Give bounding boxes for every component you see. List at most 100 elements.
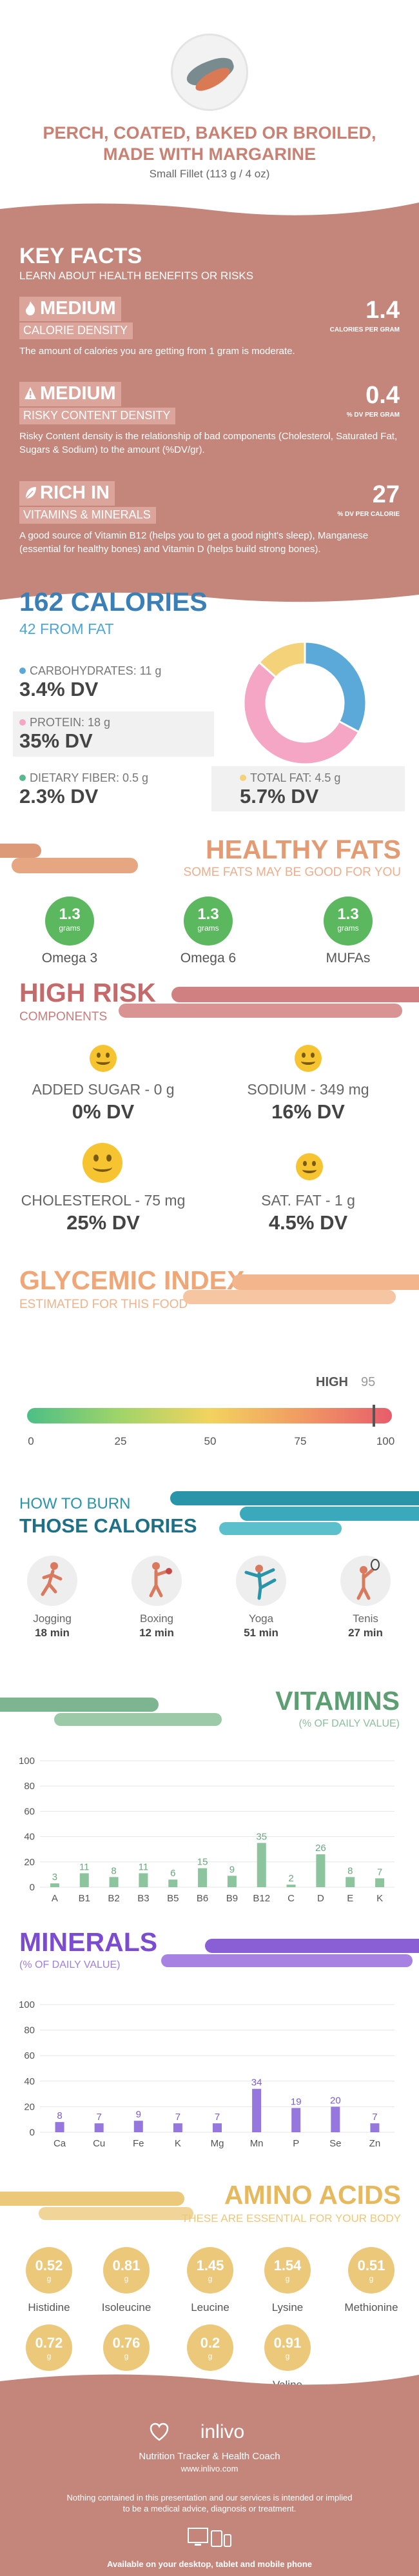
minerals-bar-1 bbox=[205, 1939, 419, 1953]
leaf-icon bbox=[25, 487, 36, 499]
food-title: PERCH, COATED, BAKED OR BROILED, MADE WI… bbox=[43, 123, 376, 164]
gi-scale-bar bbox=[27, 1408, 392, 1423]
mineral-category-p: P bbox=[293, 2138, 299, 2149]
amino-circle-histidine: 0.52 g bbox=[26, 2247, 72, 2294]
amino-value: 0.51 bbox=[357, 2257, 385, 2274]
tennis-min: 27 min bbox=[348, 1627, 383, 1639]
calorie-density-value: 1.4 bbox=[365, 297, 400, 324]
sodium-dv: 16% DV bbox=[271, 1100, 345, 1123]
fat-dv: 5.7% DV bbox=[240, 785, 319, 807]
footer-wave bbox=[0, 2374, 419, 2392]
vitamin-category-e: E bbox=[347, 1893, 353, 1904]
risky-density-name: RISKY CONTENT DENSITY bbox=[23, 409, 171, 422]
added-sugar-label: ADDED SUGAR - 0 g bbox=[32, 1081, 175, 1098]
protein-dot bbox=[19, 719, 26, 726]
minerals-bar-chart: 0 20 40 60 80 100 8 Ca 7 Cu 9 Fe 7 K 7 Mg 34 Mn 19 P 20 Se 7 Zn bbox=[19, 1999, 395, 2149]
amino-bar-2 bbox=[39, 2207, 193, 2220]
footer-available: Available on your desktop, tablet and mo… bbox=[106, 2559, 313, 2569]
vitamin-value-c: 2 bbox=[288, 1873, 293, 1884]
risk-bar-1 bbox=[171, 987, 419, 1002]
carbs-label: CARBOHYDRATES: 11 g bbox=[30, 664, 162, 677]
vitamin-value-b12: 35 bbox=[256, 1831, 267, 1842]
risk-bar-2 bbox=[119, 1004, 402, 1018]
vitamin-bar-d bbox=[316, 1854, 326, 1887]
vitamin-bar-b9 bbox=[227, 1876, 237, 1887]
fat-item: TOTAL FAT: 4.5 g 5.7% DV bbox=[240, 771, 340, 808]
vitamin-category-c: C bbox=[287, 1893, 295, 1904]
omega3-unit: grams bbox=[59, 924, 81, 933]
amino-value: 0.72 bbox=[35, 2335, 63, 2351]
vitamin-value-a: 3 bbox=[52, 1872, 57, 1883]
amino-label-isoleucine: Isoleucine bbox=[101, 2301, 151, 2313]
amino-circle-tryptophan: 0.2 g bbox=[187, 2324, 233, 2371]
vitamin-bar-c bbox=[286, 1885, 296, 1887]
jogging-icon bbox=[27, 1556, 77, 1606]
carbs-dot bbox=[19, 668, 26, 674]
pie-slice-protein bbox=[242, 660, 360, 766]
gi-level: HIGH bbox=[316, 1375, 348, 1389]
warning-icon bbox=[24, 387, 36, 399]
vitamin-bar-b3 bbox=[139, 1873, 148, 1887]
mineral-category-se: Se bbox=[329, 2138, 341, 2149]
vitamin-value-b3: 11 bbox=[139, 1861, 149, 1872]
footer-brand: inlivo bbox=[200, 2421, 245, 2442]
footer-tagline: Nutrition Tracker & Health Coach bbox=[139, 2451, 280, 2462]
amino-unit: g bbox=[208, 2274, 213, 2283]
amino-title: AMINO ACIDS bbox=[224, 2180, 401, 2210]
sodium-smiley-icon bbox=[295, 1045, 322, 1072]
minerals-subtitle: (% OF DAILY VALUE) bbox=[19, 1959, 121, 1970]
vitamin-bar-b1 bbox=[79, 1873, 89, 1887]
high-risk-title: HIGH RISK bbox=[19, 978, 156, 1007]
mineral-category-mg: Mg bbox=[211, 2138, 224, 2149]
mineral-ytick: 20 bbox=[24, 2101, 35, 2112]
protein-highlight bbox=[13, 711, 214, 757]
mineral-ytick: 100 bbox=[19, 1999, 35, 2010]
amino-value: 0.52 bbox=[35, 2257, 63, 2274]
risky-density-value: 0.4 bbox=[365, 382, 400, 409]
mineral-bar-mn bbox=[252, 2088, 262, 2132]
amino-label-methionine: Methionine bbox=[344, 2301, 398, 2313]
heart-logo-icon bbox=[150, 2422, 169, 2441]
key-fact-calorie-density: MEDIUM CALORIE DENSITY 1.4 CALORIES PER … bbox=[19, 297, 400, 358]
amino-label-histidine: Histidine bbox=[28, 2301, 70, 2313]
mineral-ytick: 80 bbox=[24, 2025, 35, 2036]
boxing-icon bbox=[132, 1556, 182, 1606]
calorie-density-unit: CALORIES PER GRAM bbox=[329, 326, 400, 333]
amino-value: 0.76 bbox=[112, 2335, 141, 2351]
mineral-ytick: 60 bbox=[24, 2050, 35, 2061]
mineral-category-k: K bbox=[175, 2138, 181, 2149]
risky-density-unit: % DV PER GRAM bbox=[346, 411, 400, 419]
vitamin-category-k: K bbox=[376, 1893, 383, 1904]
vitamin-value-d: 26 bbox=[315, 1843, 326, 1854]
jogging-label: Jogging bbox=[33, 1612, 72, 1625]
amino-value: 0.81 bbox=[112, 2257, 141, 2274]
fat-highlight bbox=[211, 766, 405, 811]
healthy-fats-subtitle: SOME FATS MAY BE GOOD FOR YOU bbox=[183, 866, 401, 879]
disclaimer-line-2: to be a medical advice, diagnosis or tre… bbox=[122, 2504, 297, 2513]
mineral-value-k: 7 bbox=[175, 2112, 180, 2123]
amino-circle-methionine: 0.51 g bbox=[348, 2247, 395, 2294]
fiber-item: DIETARY FIBER: 0.5 g 2.3% DV bbox=[19, 771, 148, 808]
gi-tick-25: 25 bbox=[114, 1435, 127, 1447]
omega3-label: Omega 3 bbox=[41, 951, 98, 966]
vitamins-chart: 0 20 40 60 80 100 3 A 11 B1 8 B2 11 B3 6 B5 15 B6 9 B9 35 B12… bbox=[0, 1753, 419, 1908]
burn-bar-2 bbox=[240, 1507, 419, 1521]
fat-dot bbox=[240, 775, 246, 781]
calories-from-fat: 42 FROM FAT bbox=[19, 620, 114, 637]
mineral-value-fe: 9 bbox=[136, 2109, 141, 2120]
vitamin-category-b2: B2 bbox=[108, 1893, 119, 1904]
healthy-fats-title: HEALTHY FATS bbox=[206, 835, 401, 864]
flame-icon bbox=[26, 301, 35, 315]
amino-unit: g bbox=[369, 2274, 374, 2283]
mineral-value-zn: 7 bbox=[372, 2112, 377, 2123]
tennis-icon bbox=[340, 1556, 391, 1606]
mineral-bar-p bbox=[291, 2108, 301, 2132]
footer-url[interactable]: www.inlivo.com bbox=[180, 2464, 239, 2473]
boxing-label: Boxing bbox=[140, 1612, 173, 1625]
vitamins-name: VITAMINS & MINERALS bbox=[23, 508, 151, 521]
calorie-density-level: MEDIUM bbox=[40, 298, 116, 319]
mufas-circle: 1.3 grams bbox=[324, 897, 373, 946]
amino-unit: g bbox=[46, 2352, 52, 2361]
amino-value: 0.91 bbox=[273, 2335, 302, 2351]
vitamin-category-b3: B3 bbox=[137, 1893, 149, 1904]
